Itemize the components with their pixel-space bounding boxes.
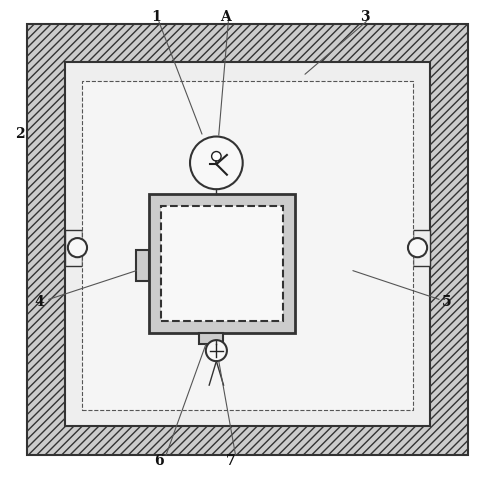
Text: 7: 7 — [226, 454, 236, 468]
Bar — [198, 333, 223, 344]
Text: 2: 2 — [15, 127, 25, 141]
Circle shape — [190, 137, 243, 189]
Bar — [65, 62, 430, 426]
Text: 4: 4 — [34, 295, 44, 309]
Text: 6: 6 — [154, 454, 164, 468]
Text: A: A — [221, 10, 231, 24]
Text: 3: 3 — [360, 10, 370, 24]
Circle shape — [408, 238, 427, 257]
Bar — [149, 194, 296, 333]
Circle shape — [206, 340, 227, 361]
Bar — [65, 230, 82, 266]
Circle shape — [68, 238, 87, 257]
Bar — [82, 81, 413, 410]
Text: 1: 1 — [151, 10, 161, 24]
Bar — [161, 206, 284, 321]
Circle shape — [212, 151, 221, 161]
Bar — [413, 230, 430, 266]
Bar — [136, 250, 149, 281]
Text: 5: 5 — [442, 295, 451, 309]
